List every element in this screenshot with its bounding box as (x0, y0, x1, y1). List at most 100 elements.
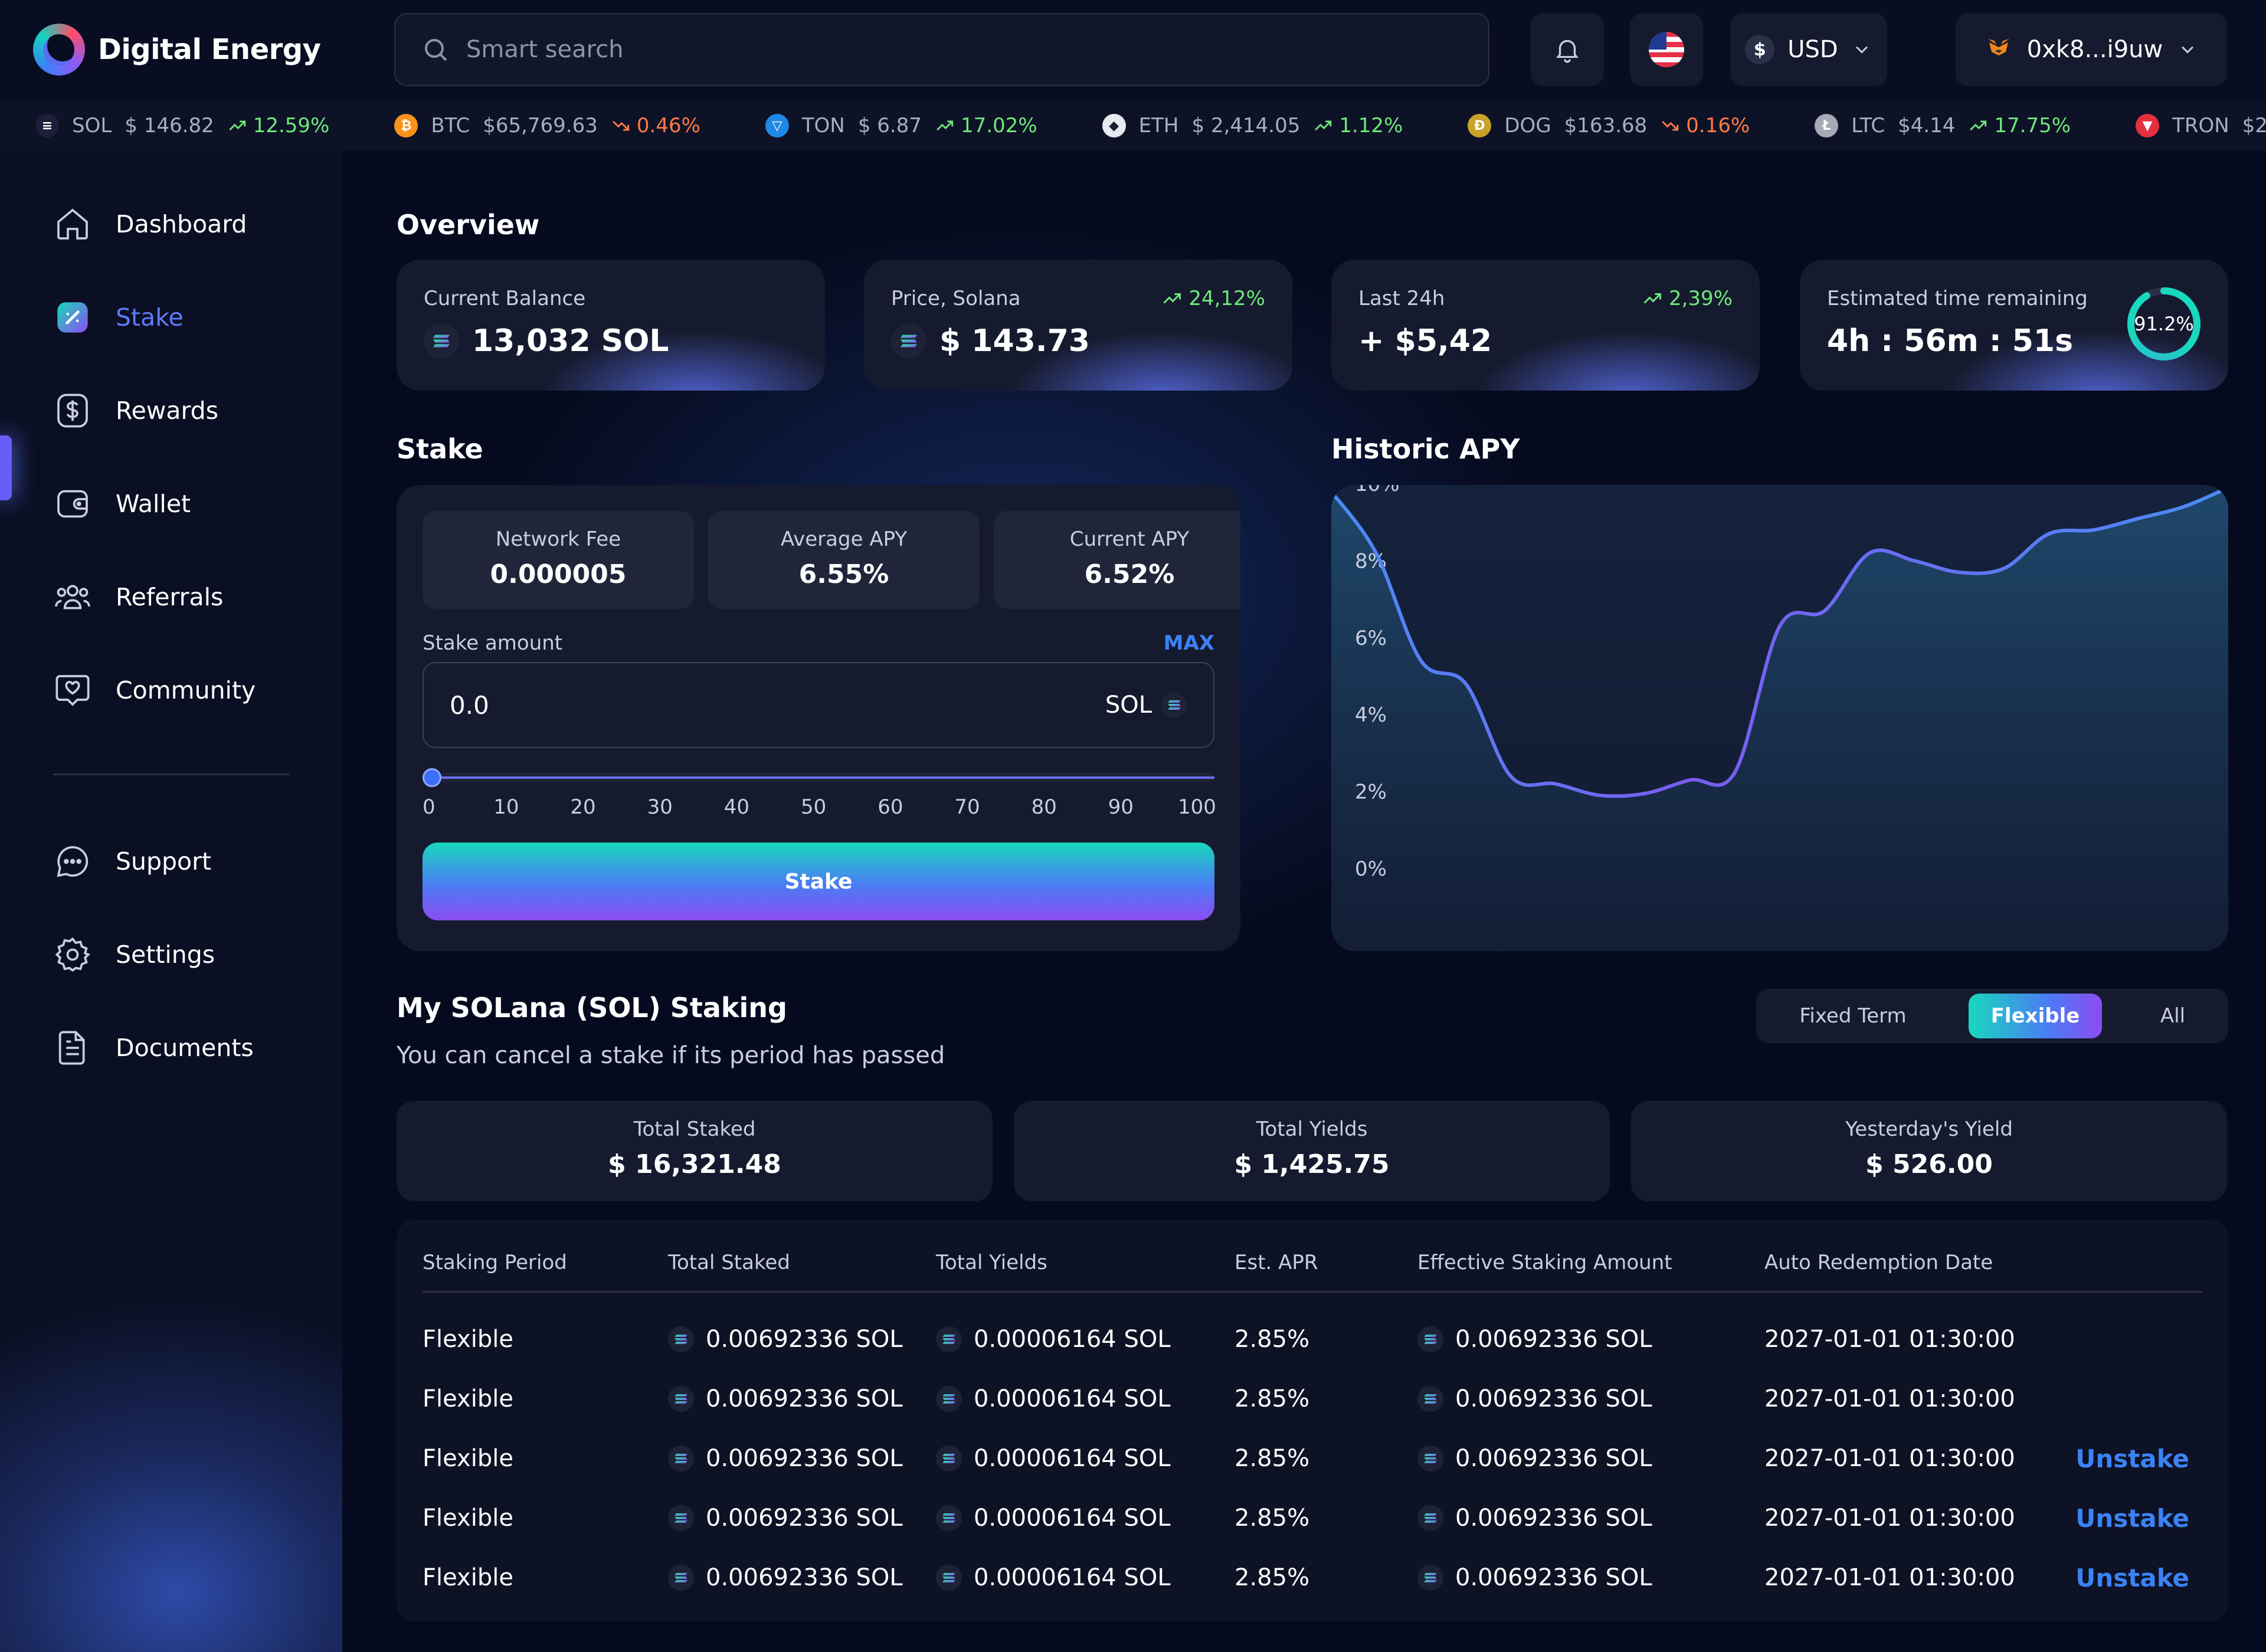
y-tick-label: 4% (1355, 703, 1387, 727)
max-button[interactable]: MAX (1163, 631, 1214, 655)
historic-apy-chart: 10%8%6%4%2%0% (1331, 485, 2228, 951)
apy-area (1331, 487, 2228, 951)
price-value-row: $ 143.73 (891, 323, 1090, 359)
cell-period: Flexible (423, 1369, 513, 1428)
unstake-button[interactable]: Unstake (2075, 1503, 2189, 1533)
current-apy-value: 6.52% (1084, 559, 1175, 589)
cell-text: 2.85% (1234, 1445, 1310, 1472)
y-tick-label: 0% (1355, 857, 1387, 881)
sidebar-item-documents[interactable]: Documents (53, 1018, 254, 1077)
slider-thumb[interactable] (423, 768, 441, 787)
ticker-item[interactable]: Ð DOG $163.68 0.16% (1468, 114, 1750, 137)
ticker-item[interactable]: ▽ TON $ 6.87 17.02% (765, 114, 1037, 137)
solana-icon (936, 1326, 962, 1352)
total-staked-label: Total Staked (633, 1117, 756, 1141)
cell-text: 2.85% (1234, 1564, 1310, 1591)
price-change: 24,12% (1161, 287, 1265, 310)
cell-apr: 2.85% (1234, 1429, 1309, 1488)
trend-up-icon (1970, 120, 1987, 131)
cell-period: Flexible (423, 1489, 513, 1548)
cell-date: 2027-01-01 01:30:00 (1764, 1548, 2015, 1607)
app-logo[interactable]: Digital Energy (33, 24, 321, 76)
slider-tick-label: 30 (647, 795, 673, 819)
total-staked-value: $ 16,321.48 (608, 1149, 781, 1179)
notifications-button[interactable] (1531, 13, 1604, 86)
search-input[interactable] (466, 36, 1462, 63)
cell-apr: 2.85% (1234, 1310, 1309, 1369)
cell-staked: 0.00692336 SOL (668, 1548, 903, 1607)
stake-card: Network Fee 0.000005 Average APY 6.55% C… (397, 485, 1240, 951)
slider-tick-label: 20 (570, 795, 596, 819)
trend-up-icon (936, 120, 954, 131)
stake-button[interactable]: Stake (423, 843, 1214, 920)
slider-tick-label: 100 (1178, 795, 1216, 819)
average-apy-value: 6.55% (798, 559, 889, 589)
sidebar-item-referrals[interactable]: Referrals (53, 568, 223, 627)
ticker-item[interactable]: ≡ SOL $ 146.82 12.59% (35, 114, 329, 137)
wallet-address: 0xk8...i9uw (2026, 36, 2163, 63)
cell-text: 2027-01-01 01:30:00 (1764, 1504, 2015, 1532)
stake-amount-input[interactable] (450, 690, 1105, 720)
cell-staked: 0.00692336 SOL (668, 1489, 903, 1548)
tab-fixed-term[interactable]: Fixed Term (1799, 1004, 1907, 1028)
tab-all[interactable]: All (2160, 1004, 2186, 1028)
stake-slider[interactable] (423, 768, 1214, 787)
stake-amount-field[interactable]: SOL (423, 662, 1214, 748)
price-label: Price, Solana (891, 287, 1021, 310)
sidebar-item-community[interactable]: Community (53, 661, 256, 720)
tab-flexible[interactable]: Flexible (1969, 994, 2102, 1038)
ticker-symbol: TRON (2172, 114, 2229, 137)
slider-line (434, 776, 1214, 779)
sidebar-item-wallet[interactable]: Wallet (53, 474, 191, 533)
slider-tick-label: 50 (801, 795, 827, 819)
sidebar-item-label: Documents (116, 1034, 254, 1062)
ticker-change: 1.12% (1313, 114, 1403, 137)
solana-icon (668, 1446, 694, 1471)
amount-unit: SOL (1105, 691, 1187, 719)
sidebar-divider (53, 773, 289, 775)
cell-apr: 2.85% (1234, 1548, 1309, 1607)
language-button[interactable] (1630, 13, 1703, 86)
us-flag-icon (1649, 32, 1684, 67)
solana-icon (936, 1505, 962, 1531)
ticker-change: 17.75% (1968, 114, 2071, 137)
ticker-item[interactable]: ₿ BTC $65,769.63 0.46% (394, 114, 700, 137)
table-row: Flexible 0.00692336 SOL 0.00006164 SOL 2.85… (397, 1369, 2228, 1428)
sidebar-item-support[interactable]: Support (53, 832, 211, 891)
cell-yields: 0.00006164 SOL (936, 1310, 1171, 1369)
y-tick-label: 2% (1355, 781, 1387, 804)
ticker-item[interactable]: ◆ ETH $ 2,414.05 1.12% (1102, 114, 1403, 137)
unstake-button[interactable]: Unstake (2075, 1444, 2189, 1473)
network-fee-value: 0.000005 (490, 559, 627, 589)
stake-amount-label: Stake amount (423, 631, 563, 655)
balance-label: Current Balance (424, 287, 586, 310)
solana-icon (668, 1505, 694, 1531)
last24-label: Last 24h (1358, 287, 1445, 310)
sidebar-item-settings[interactable]: Settings (53, 925, 215, 984)
cell-staked: 0.00692336 SOL (668, 1369, 903, 1428)
ltc-icon: Ł (1815, 114, 1839, 137)
sidebar-item-label: Stake (116, 303, 184, 332)
ticker-change: 0.46% (611, 114, 700, 137)
cell-text: 2027-01-01 01:30:00 (1764, 1385, 2015, 1412)
search-box[interactable] (394, 13, 1489, 86)
cell-text: 2.85% (1234, 1385, 1310, 1412)
cell-date: 2027-01-01 01:30:00 (1764, 1310, 2015, 1369)
cell-text: 0.00006164 SOL (974, 1326, 1171, 1353)
solana-icon (891, 323, 926, 359)
yesterday-yield-value: $ 526.00 (1865, 1149, 1993, 1179)
slider-tick-label: 90 (1108, 795, 1134, 819)
logo-mark-icon (33, 24, 85, 76)
sidebar-item-dashboard[interactable]: Dashboard (53, 195, 247, 254)
unstake-button[interactable]: Unstake (2075, 1563, 2189, 1592)
ticker-item[interactable]: Ł LTC $4.14 17.75% (1815, 114, 2071, 137)
ticker-item[interactable]: ▼ TRON $2.8 (2136, 114, 2266, 137)
apy-chart-svg: 10%8%6%4%2%0% (1331, 485, 2228, 951)
chat-icon (53, 842, 92, 881)
sidebar-item-stake[interactable]: Stake (53, 288, 184, 347)
wallet-selector[interactable]: 0xk8...i9uw (1956, 13, 2227, 86)
network-fee-box: Network Fee 0.000005 (423, 511, 694, 609)
ticker-price: $2.8 (2242, 114, 2266, 137)
sidebar-item-rewards[interactable]: Rewards (53, 381, 218, 440)
currency-selector[interactable]: $ USD (1730, 13, 1887, 86)
